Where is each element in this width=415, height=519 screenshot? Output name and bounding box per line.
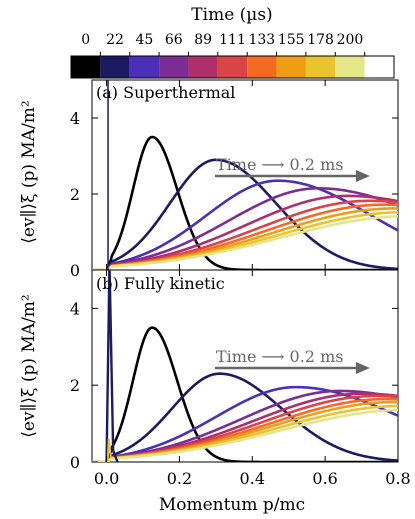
colorbar-swatch — [159, 56, 189, 78]
colorbar-tick-label: 178 — [307, 32, 334, 48]
series-line — [92, 372, 398, 462]
colorbar-swatch — [305, 56, 336, 78]
panel-b-time-arrow — [215, 362, 370, 374]
x-tick-label: 0.8 — [385, 469, 410, 488]
colorbar-tick-labels: 0 22 45 66 89 111 133 155 178 200 — [81, 32, 363, 48]
series-line — [92, 326, 398, 462]
colorbar-tick-label: 0 — [81, 32, 90, 48]
series-spike-late — [106, 438, 112, 462]
colorbar-swatch — [129, 56, 160, 78]
y-tick-label: 4 — [70, 299, 80, 318]
x-tick-label: 0.6 — [312, 469, 337, 488]
colorbar-swatch — [100, 56, 130, 78]
colorbar-tick-label: 111 — [219, 32, 246, 48]
colorbar-tick-label: 45 — [135, 32, 153, 48]
colorbar-swatch — [335, 56, 365, 78]
y-tick-label: 4 — [70, 109, 80, 128]
colorbar-title: Time (µs) — [191, 5, 272, 25]
panel-b-annotation: Time ⟶ 0.2 ms — [216, 347, 343, 366]
panel-a-annotation: Time ⟶ 0.2 ms — [216, 155, 343, 174]
axis-ticks: 0.0 0.2 0.4 0.6 0.8 0 2 4 0 2 4 — [70, 80, 411, 488]
x-tick-label: 0.4 — [240, 469, 265, 488]
panel-a-time-arrow — [215, 170, 370, 182]
y-axis-label-b: ⟨ev∥⟩ξ (p) MA/m² — [19, 294, 39, 437]
colorbar-tick-label: 200 — [337, 32, 364, 48]
panel-fully-kinetic: (b) Fully kinetic Time ⟶ 0.2 ms — [91, 269, 399, 463]
colorbar-tick-label: 155 — [278, 32, 305, 48]
y-tick-label: 0 — [70, 453, 80, 472]
series-spike — [105, 270, 119, 462]
x-tick-label: 0.0 — [94, 469, 119, 488]
panel-superthermal: (a) Superthermal Time ⟶ 0.2 ms — [91, 79, 399, 271]
series-line — [92, 214, 398, 270]
panel-b-title: (b) Fully kinetic — [96, 274, 225, 293]
colorbar-tick-label: 89 — [194, 32, 212, 48]
colorbar-swatch — [217, 56, 248, 78]
series-line — [92, 408, 398, 462]
y-axis-label-a: ⟨ev∥⟩ξ (p) MA/m² — [19, 100, 39, 243]
panel-a-title: (a) Superthermal — [96, 83, 235, 102]
colorbar-swatch — [247, 56, 277, 78]
colorbar-swatch — [188, 56, 218, 78]
series-line — [92, 187, 398, 270]
colorbar-tick-label: 133 — [248, 32, 275, 48]
colorbar-tick-label: 66 — [165, 32, 183, 48]
series-line — [92, 179, 398, 270]
y-tick-label: 0 — [70, 261, 80, 280]
y-tick-label: 2 — [70, 376, 80, 395]
colorbar-swatch — [276, 56, 306, 78]
x-tick-label: 0.2 — [167, 469, 192, 488]
colorbar-tick-label: 22 — [106, 32, 124, 48]
colorbar — [70, 52, 395, 79]
colorbar-swatch — [71, 56, 101, 78]
x-axis-label: Momentum p/mc — [159, 495, 305, 515]
series-line — [92, 385, 398, 462]
y-tick-label: 2 — [70, 185, 80, 204]
colorbar-swatch — [364, 56, 394, 78]
panel-b-series — [92, 270, 398, 462]
